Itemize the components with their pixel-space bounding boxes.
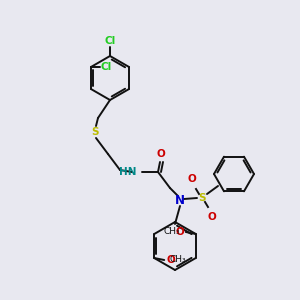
Text: Cl: Cl — [101, 62, 112, 72]
Text: Cl: Cl — [104, 36, 116, 46]
Text: O: O — [166, 255, 175, 265]
Text: S: S — [198, 193, 206, 203]
Text: CH₃: CH₃ — [164, 227, 180, 236]
Text: N: N — [175, 194, 185, 206]
Text: O: O — [157, 149, 165, 159]
Text: CH₃: CH₃ — [170, 256, 187, 265]
Text: O: O — [175, 227, 184, 237]
Text: HN: HN — [118, 167, 136, 177]
Text: S: S — [91, 127, 99, 137]
Text: O: O — [208, 212, 216, 222]
Text: O: O — [188, 174, 196, 184]
